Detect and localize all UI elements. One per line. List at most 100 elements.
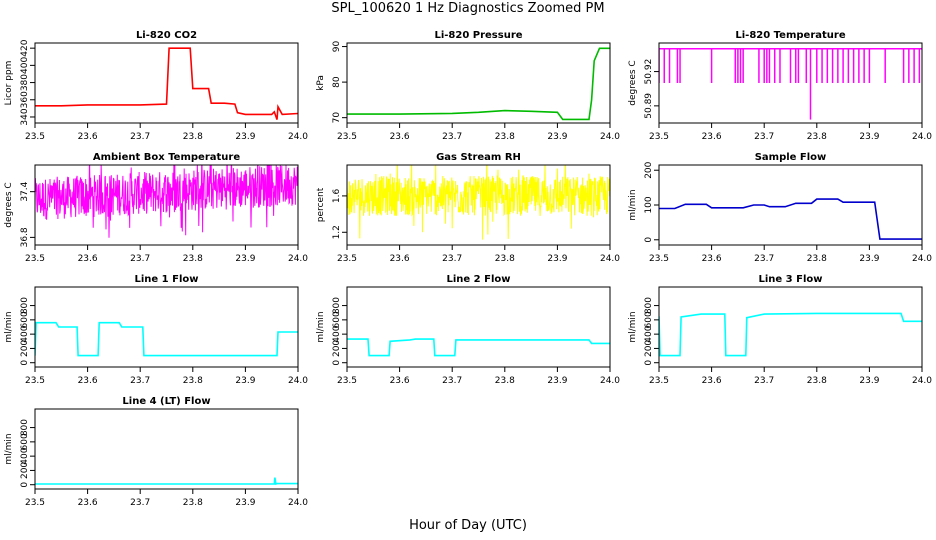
y-tick-label: 400 <box>20 325 30 342</box>
x-tick-label: 24.0 <box>912 376 932 386</box>
panel-4: Ambient Box Temperature degrees C 23.5 23.6… <box>4 152 308 264</box>
x-tick-label: 23.8 <box>183 254 203 264</box>
y-axis-label: ml/min <box>4 311 14 342</box>
x-tick-label: 24.0 <box>288 376 308 386</box>
y-tick-label: 800 <box>644 297 654 314</box>
x-tick-label: 23.7 <box>130 254 150 264</box>
panel-2: Li-820 Pressure kPa 23.5 23.6 23.7 23.8 23.9 24… <box>316 30 620 142</box>
x-tick-label: 23.7 <box>442 132 462 142</box>
x-tick-label: 23.7 <box>442 376 462 386</box>
panel-6: Sample Flow ml/min 23.5 23.6 23.7 23.8 23.9 24.… <box>628 152 932 264</box>
y-tick-label: 800 <box>332 297 342 314</box>
x-tick-label: 23.7 <box>130 376 150 386</box>
x-tick-label: 23.8 <box>495 132 515 142</box>
x-tick-label: 24.0 <box>912 254 932 264</box>
y-tick-label: 380 <box>20 74 30 91</box>
x-tick-label: 23.8 <box>807 376 827 386</box>
y-tick-label: 800 <box>20 297 30 314</box>
panel-title: Gas Stream RH <box>436 152 521 163</box>
plot-area <box>659 312 922 357</box>
y-axis-label: Licor ppm <box>4 61 14 106</box>
panel-title: Li-820 Pressure <box>434 30 522 41</box>
x-tick-label: 23.6 <box>702 254 722 264</box>
data-series-line <box>347 165 610 240</box>
y-axis-label: ml/min <box>316 311 326 342</box>
y-tick-label: 50.92 <box>644 59 654 85</box>
y-tick-label: 1.6 <box>332 188 342 203</box>
x-tick-label: 24.0 <box>600 254 620 264</box>
plot-area <box>35 321 298 357</box>
panel-title: Li-820 CO2 <box>136 30 197 41</box>
x-tick-label: 23.7 <box>754 132 774 142</box>
y-tick-label: 400 <box>20 447 30 464</box>
panel-title: Li-820 Temperature <box>735 30 845 41</box>
x-tick-label: 23.9 <box>235 254 255 264</box>
x-tick-label: 23.7 <box>442 254 462 264</box>
plot-frame <box>34 408 299 490</box>
y-tick-label: 400 <box>20 57 30 74</box>
x-tick-label: 23.6 <box>78 376 98 386</box>
plot-area <box>347 165 610 240</box>
y-axis-label: ml/min <box>628 189 638 220</box>
y-axis-label: degrees C <box>628 60 638 105</box>
data-series-line <box>35 321 298 357</box>
y-tick-label: 36.8 <box>20 227 30 247</box>
y-tick-label: 70 <box>332 112 342 124</box>
x-tick-label: 23.7 <box>130 498 150 508</box>
panel-7: Line 1 Flow ml/min 23.5 23.6 23.7 23.8 23.9 24.… <box>4 274 308 386</box>
x-tick-label: 24.0 <box>288 498 308 508</box>
x-tick-label: 23.8 <box>495 254 515 264</box>
x-tick-label: 23.5 <box>337 376 357 386</box>
x-tick-label: 23.6 <box>702 132 722 142</box>
plot-area <box>659 47 922 120</box>
y-tick-label: 400 <box>644 325 654 342</box>
data-series-line <box>35 165 298 238</box>
x-tick-label: 23.9 <box>547 132 567 142</box>
x-tick-label: 23.5 <box>25 376 45 386</box>
x-tick-label: 23.6 <box>78 254 98 264</box>
y-tick-label: 200 <box>644 161 654 178</box>
x-tick-label: 23.8 <box>183 498 203 508</box>
y-tick-label: 360 <box>20 91 30 108</box>
x-tick-label: 23.8 <box>183 132 203 142</box>
y-tick-label: 600 <box>644 311 654 328</box>
x-tick-label: 23.9 <box>547 254 567 264</box>
y-tick-label: 0 <box>20 482 30 488</box>
y-tick-label: 400 <box>332 325 342 342</box>
x-tick-label: 23.8 <box>495 376 515 386</box>
x-tick-label: 23.6 <box>78 498 98 508</box>
x-tick-label: 23.5 <box>337 254 357 264</box>
plot-area <box>347 338 610 357</box>
x-tick-label: 23.9 <box>235 132 255 142</box>
x-tick-label: 23.5 <box>649 376 669 386</box>
y-tick-label: 340 <box>20 108 30 125</box>
plot-frame <box>346 286 611 368</box>
x-tick-label: 23.8 <box>183 376 203 386</box>
panel-3: Li-820 Temperature degrees C 23.5 23.6 23.7 2… <box>628 30 932 142</box>
y-tick-label: 600 <box>20 433 30 450</box>
x-tick-label: 23.7 <box>130 132 150 142</box>
y-tick-label: 90 <box>332 41 342 53</box>
x-tick-label: 23.6 <box>390 254 410 264</box>
x-tick-label: 23.9 <box>859 376 879 386</box>
x-tick-label: 23.5 <box>649 254 669 264</box>
panel-1: Li-820 CO2 Licor ppm 23.5 23.6 23.7 23.8 23.9 2… <box>4 30 308 142</box>
x-tick-label: 23.7 <box>754 376 774 386</box>
y-tick-label: 200 <box>20 462 30 479</box>
y-tick-label: 50.89 <box>644 93 654 119</box>
y-tick-label: 1.2 <box>332 225 342 239</box>
plot-area <box>35 47 298 120</box>
panel-title: Line 4 (LT) Flow <box>122 396 210 407</box>
y-tick-label: 600 <box>20 311 30 328</box>
plot-frame <box>34 164 299 246</box>
y-tick-label: 0 <box>644 360 654 366</box>
y-tick-label: 200 <box>644 340 654 357</box>
y-axis-label: ml/min <box>628 311 638 342</box>
x-tick-label: 23.9 <box>235 498 255 508</box>
plot-frame <box>658 42 923 124</box>
x-tick-label: 23.6 <box>702 376 722 386</box>
x-tick-label: 23.6 <box>78 132 98 142</box>
y-tick-label: 0 <box>20 360 30 366</box>
